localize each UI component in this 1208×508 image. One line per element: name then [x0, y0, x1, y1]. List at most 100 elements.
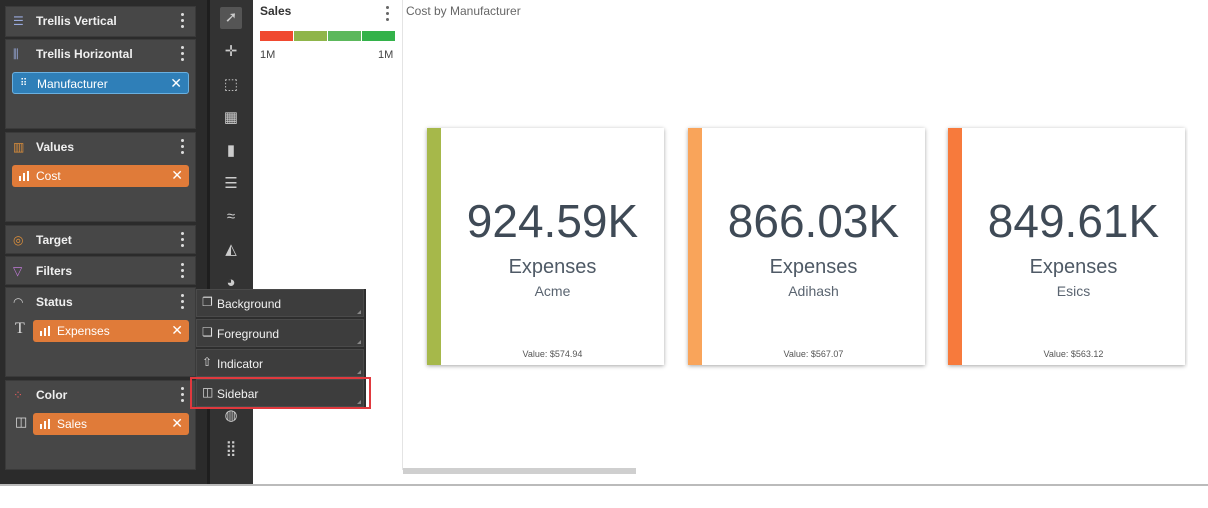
menu-item-foreground[interactable]: ❏ Foreground: [196, 319, 364, 347]
kpi-label: Adihash: [788, 283, 839, 299]
visualization-title: Cost by Manufacturer: [406, 4, 521, 18]
menu-item-background[interactable]: ❐ Background: [196, 289, 364, 317]
area-chart-icon[interactable]: ◭: [225, 241, 237, 258]
grid-table-icon[interactable]: ▦: [223, 109, 239, 126]
scale-segment: [294, 31, 327, 41]
zone-title: Values: [36, 140, 75, 154]
status-sidebar-stripe: [427, 128, 441, 365]
zone-title: Filters: [36, 264, 73, 278]
zone-menu-button[interactable]: [179, 385, 187, 403]
zone-menu-button[interactable]: [179, 11, 187, 29]
lasso-select-icon[interactable]: ⬚: [223, 76, 239, 93]
kpi-measure: Expenses: [769, 256, 858, 278]
filter-icon: ▽: [13, 264, 23, 278]
color-legend: Sales 1M 1M: [253, 0, 403, 470]
kpi-value: 924.59K: [466, 195, 639, 247]
trellis-horizontal-icon: ⫼: [13, 47, 19, 61]
zone-menu-button[interactable]: [179, 44, 187, 62]
zone-title: Trellis Vertical: [36, 14, 117, 28]
kpi-footer: Value: $567.07: [783, 349, 844, 359]
status-format-menu: ❐ Background ❏ Foreground ⇧ Indicator ◫ …: [196, 289, 366, 409]
scale-segment: [328, 31, 361, 41]
measure-icon: [19, 171, 30, 181]
zone-menu-button[interactable]: [179, 292, 187, 310]
highlight-box: [190, 377, 371, 409]
zone-trellis-horizontal[interactable]: ⫼ Trellis Horizontal ⠿ Manufacturer ✕: [5, 39, 196, 129]
zone-menu-button[interactable]: [179, 230, 187, 248]
trellis-grid-icon[interactable]: ⣿: [225, 440, 237, 457]
horizontal-scrollbar[interactable]: [403, 468, 636, 474]
column-chart-icon[interactable]: ▮: [226, 142, 236, 159]
bar-chart-icon[interactable]: ☰: [224, 175, 238, 192]
submenu-corner-icon: [357, 340, 361, 344]
kpi-label: Acme: [534, 283, 571, 299]
sidebar-icon: ◫: [202, 385, 214, 399]
legend-max-label: 1M: [378, 49, 394, 61]
menu-item-label: Background: [217, 297, 282, 311]
kpi-card[interactable]: 849.61K Expenses Esics Value: $563.12: [948, 128, 1185, 365]
zone-status[interactable]: ◠ Status T Expenses ✕: [5, 287, 196, 377]
zone-title: Target: [36, 233, 72, 247]
scale-segment: [362, 31, 395, 41]
legend-menu-button[interactable]: [384, 4, 392, 22]
zone-filters[interactable]: ▽ Filters: [5, 256, 196, 285]
kpi-footer: Value: $574.94: [522, 349, 583, 359]
menu-item-label: Foreground: [217, 327, 280, 341]
zone-menu-button[interactable]: [179, 137, 187, 155]
remove-field-button[interactable]: ✕: [171, 415, 183, 431]
kpi-card[interactable]: 866.03K Expenses Adihash Value: $567.07: [688, 128, 925, 365]
field-pill-expenses[interactable]: Expenses ✕: [33, 320, 189, 342]
kpi-label: Esics: [1056, 283, 1091, 299]
menu-item-label: Sidebar: [217, 387, 259, 401]
remove-field-button[interactable]: ✕: [171, 167, 183, 183]
legend-title: Sales: [260, 4, 292, 18]
hierarchy-icon: ⠿: [20, 78, 28, 89]
pill-label: Manufacturer: [37, 77, 108, 91]
torn-edge-right: [1188, 0, 1208, 508]
menu-item-label: Indicator: [217, 357, 264, 371]
submenu-corner-icon: [357, 400, 361, 404]
chart-type-toolbar: ➚ ✛ ⬚ ▦ ▮ ☰ ≈ ◭ ◕ ◍ ⣿: [207, 0, 253, 484]
zone-target[interactable]: ◎ Target: [5, 225, 196, 254]
zone-title: Status: [36, 295, 73, 309]
color-scale: [260, 31, 395, 41]
background-icon: ❐: [202, 295, 213, 309]
kpi-measure: Expenses: [508, 256, 597, 278]
menu-item-sidebar[interactable]: ◫ Sidebar: [196, 379, 364, 407]
zone-title: Color: [36, 388, 68, 402]
pill-label: Sales: [57, 417, 88, 431]
gauge-icon: ◠: [13, 295, 24, 309]
scale-segment: [260, 31, 293, 41]
visualization-canvas: Sales 1M 1M Cost by Manufacturer 924.59K…: [253, 0, 1188, 484]
sidebar-format-icon[interactable]: ◫: [15, 414, 28, 429]
submenu-corner-icon: [357, 310, 361, 314]
submenu-corner-icon: [357, 370, 361, 374]
zone-title: Trellis Horizontal: [36, 47, 133, 61]
measure-icon: [40, 419, 51, 429]
color-palette-icon: ⁘: [13, 388, 24, 402]
field-pill-manufacturer[interactable]: ⠿ Manufacturer ✕: [12, 72, 189, 94]
foreground-icon: ❏: [202, 325, 213, 339]
pill-label: Expenses: [57, 324, 110, 338]
zone-color[interactable]: ⁘ Color ◫ Sales ✕: [5, 380, 196, 470]
menu-item-indicator[interactable]: ⇧ Indicator: [196, 349, 364, 377]
zone-trellis-vertical[interactable]: ☰ Trellis Vertical: [5, 6, 196, 37]
crosshair-icon[interactable]: ✛: [224, 43, 238, 60]
torn-edge-bottom: [0, 484, 1208, 508]
field-pill-sales[interactable]: Sales ✕: [33, 413, 189, 435]
field-pill-cost[interactable]: Cost ✕: [12, 165, 189, 187]
status-sidebar-stripe: [688, 128, 702, 365]
zone-menu-button[interactable]: [179, 261, 187, 279]
kpi-card[interactable]: 924.59K Expenses Acme Value: $574.94: [427, 128, 664, 365]
zone-values[interactable]: ▥ Values Cost ✕: [5, 132, 196, 222]
remove-field-button[interactable]: ✕: [170, 75, 182, 91]
select-pointer-icon[interactable]: ➚: [220, 7, 242, 29]
pie-chart-icon[interactable]: ◕: [226, 274, 236, 291]
kpi-value: 866.03K: [727, 195, 900, 247]
line-chart-icon[interactable]: ≈: [226, 208, 236, 225]
map-globe-icon[interactable]: ◍: [224, 407, 238, 424]
kpi-value: 849.61K: [987, 195, 1160, 247]
remove-field-button[interactable]: ✕: [171, 322, 183, 338]
text-format-icon[interactable]: T: [15, 320, 25, 337]
kpi-measure: Expenses: [1029, 256, 1118, 278]
